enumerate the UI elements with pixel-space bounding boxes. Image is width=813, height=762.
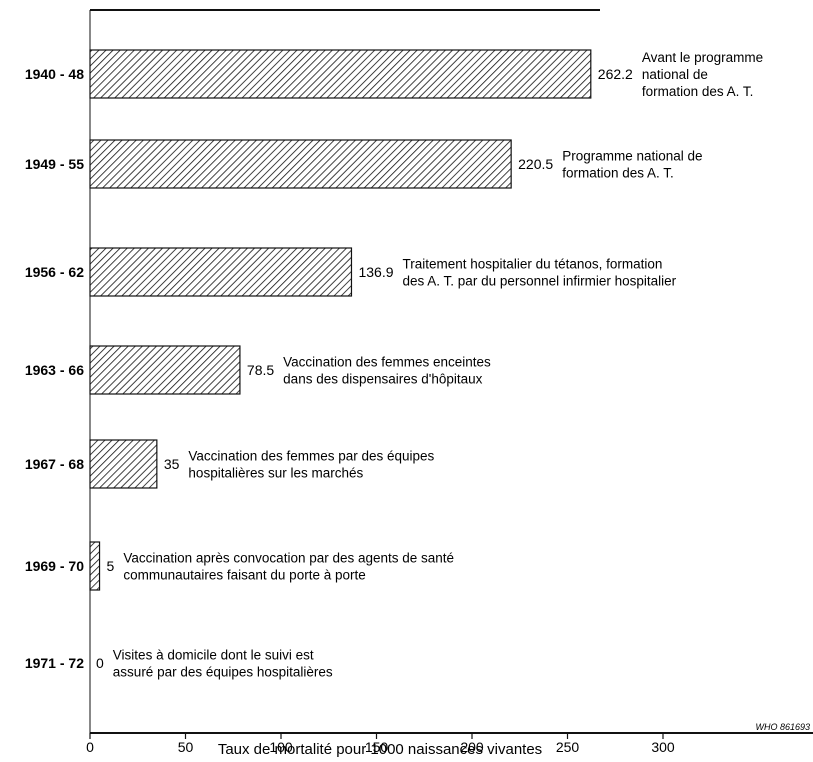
annotation-line: Programme national de (562, 149, 702, 164)
value-label: 262.2 (598, 66, 633, 82)
category-label: 1969 - 70 (25, 558, 84, 574)
x-tick-label: 200 (460, 739, 484, 755)
x-tick-label: 50 (178, 739, 194, 755)
value-label: 78.5 (247, 362, 274, 378)
bar (89, 541, 101, 591)
value-label: 0 (96, 655, 104, 671)
bar (89, 247, 353, 297)
annotation-line: Traitement hospitalier du tétanos, forma… (403, 257, 663, 272)
annotation-line: assuré par des équipes hospitalières (113, 665, 333, 680)
value-label: 220.5 (518, 156, 553, 172)
x-tick-label: 300 (651, 739, 675, 755)
bar (89, 345, 241, 395)
value-label: 35 (164, 456, 180, 472)
annotation-line: des A. T. par du personnel infirmier hos… (403, 274, 677, 289)
category-label: 1956 - 62 (25, 264, 84, 280)
figure-credit: WHO 861693 (755, 722, 810, 732)
x-tick-label: 150 (365, 739, 389, 755)
bar (89, 49, 592, 99)
category-label: 1971 - 72 (25, 655, 84, 671)
category-label: 1967 - 68 (25, 456, 84, 472)
bar (89, 439, 158, 489)
category-label: 1940 - 48 (25, 66, 84, 82)
annotation-line: communautaires faisant du porte à porte (123, 568, 365, 583)
annotation-line: hospitalières sur les marchés (188, 466, 363, 481)
annotation-line: formation des A. T. (562, 166, 674, 181)
x-tick-label: 0 (86, 739, 94, 755)
annotation-line: Vaccination des femmes enceintes (283, 355, 491, 370)
annotation-line: formation des A. T. (642, 84, 754, 99)
annotation-line: Vaccination après convocation par des ag… (123, 551, 454, 566)
annotation-line: Avant le programme (642, 50, 763, 65)
annotation-line: Visites à domicile dont le suivi est (113, 648, 314, 663)
bar (89, 139, 512, 189)
value-label: 136.9 (358, 264, 393, 280)
annotation-line: Vaccination des femmes par des équipes (188, 449, 434, 464)
x-axis-title: Taux de mortalité pour 1000 naissances v… (218, 741, 542, 758)
x-tick-label: 250 (556, 739, 580, 755)
value-label: 5 (107, 558, 115, 574)
annotation-line: national de (642, 67, 708, 82)
annotation-line: dans des dispensaires d'hôpitaux (283, 372, 482, 387)
category-label: 1963 - 66 (25, 362, 84, 378)
x-tick-label: 100 (269, 739, 293, 755)
category-label: 1949 - 55 (25, 156, 84, 172)
